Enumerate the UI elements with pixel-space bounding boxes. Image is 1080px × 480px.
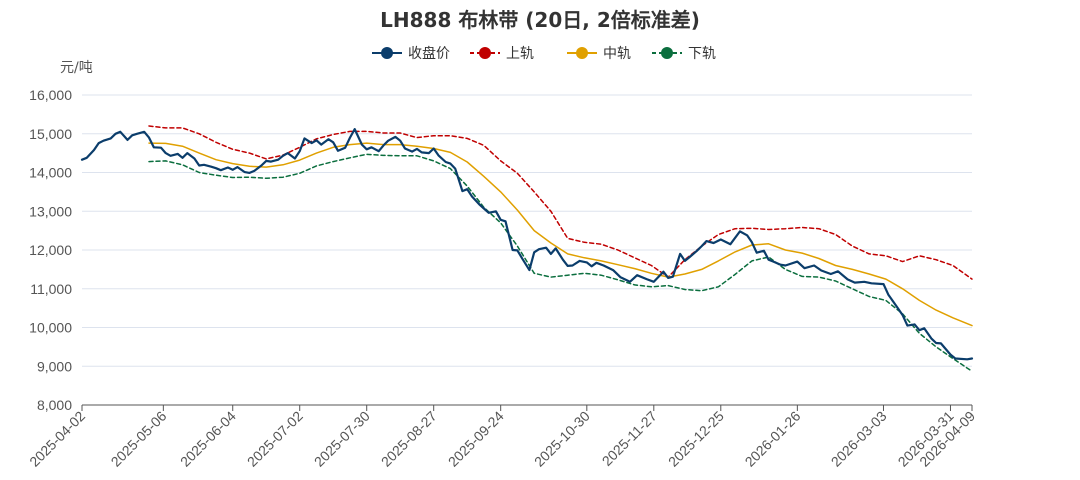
legend-marker-3 <box>661 47 673 59</box>
legend-label-1: 上轨 <box>506 46 534 62</box>
x-tick-label: 2026-03-03 <box>828 408 890 470</box>
x-tick-label: 2025-08-27 <box>378 408 440 470</box>
legend-label-0: 收盘价 <box>408 45 450 62</box>
x-tick-label: 2025-06-04 <box>177 408 239 470</box>
series-line-0 <box>80 128 974 361</box>
x-tick-label: 2025-12-25 <box>665 408 727 470</box>
legend-marker-0 <box>381 47 393 59</box>
y-tick-label: 14,000 <box>29 165 72 181</box>
x-tick-label: 2026-01-26 <box>742 408 804 470</box>
x-tick-label: 2025-07-30 <box>311 408 373 470</box>
x-tick-label: 2025-07-02 <box>244 408 306 470</box>
legend-label-3: 下轨 <box>688 46 716 62</box>
series-layer <box>80 125 974 373</box>
y-tick-label: 10,000 <box>29 320 72 336</box>
x-axis: 2025-04-02 2025-05-06 2025-06-04 2025-07-02… <box>26 404 978 470</box>
chart-title: LH888 布林带 (20日, 2倍标准差) <box>380 8 700 32</box>
y-tick-label: 16,000 <box>29 87 72 103</box>
x-tick-label: 2025-10-30 <box>531 408 593 470</box>
y-tick-label: 12,000 <box>29 242 72 258</box>
series-line-3 <box>148 153 973 373</box>
legend-label-2: 中轨 <box>603 46 631 62</box>
x-tick-label: 2025-04-02 <box>26 408 88 470</box>
y-tick-label: 9,000 <box>37 358 72 374</box>
legend-marker-1 <box>479 47 491 59</box>
y-axis: 8,000 9,000 10,000 11,000 12,000 13,000 14,000… <box>29 87 72 413</box>
y-tick-label: 11,000 <box>30 281 72 297</box>
legend: 收盘价 上轨 中轨 下轨 <box>372 45 716 62</box>
x-tick-label: 2025-11-27 <box>599 408 660 469</box>
grid-lines <box>82 94 972 406</box>
x-tick-label: 2025-09-24 <box>445 408 507 470</box>
series-line-2 <box>148 142 973 327</box>
y-unit-label: 元/吨 <box>60 60 93 76</box>
y-tick-label: 13,000 <box>29 203 72 219</box>
x-tick-label: 2025-05-06 <box>108 408 170 470</box>
y-tick-label: 15,000 <box>29 126 72 142</box>
y-tick-label: 8,000 <box>37 397 72 413</box>
legend-marker-2 <box>576 47 588 59</box>
